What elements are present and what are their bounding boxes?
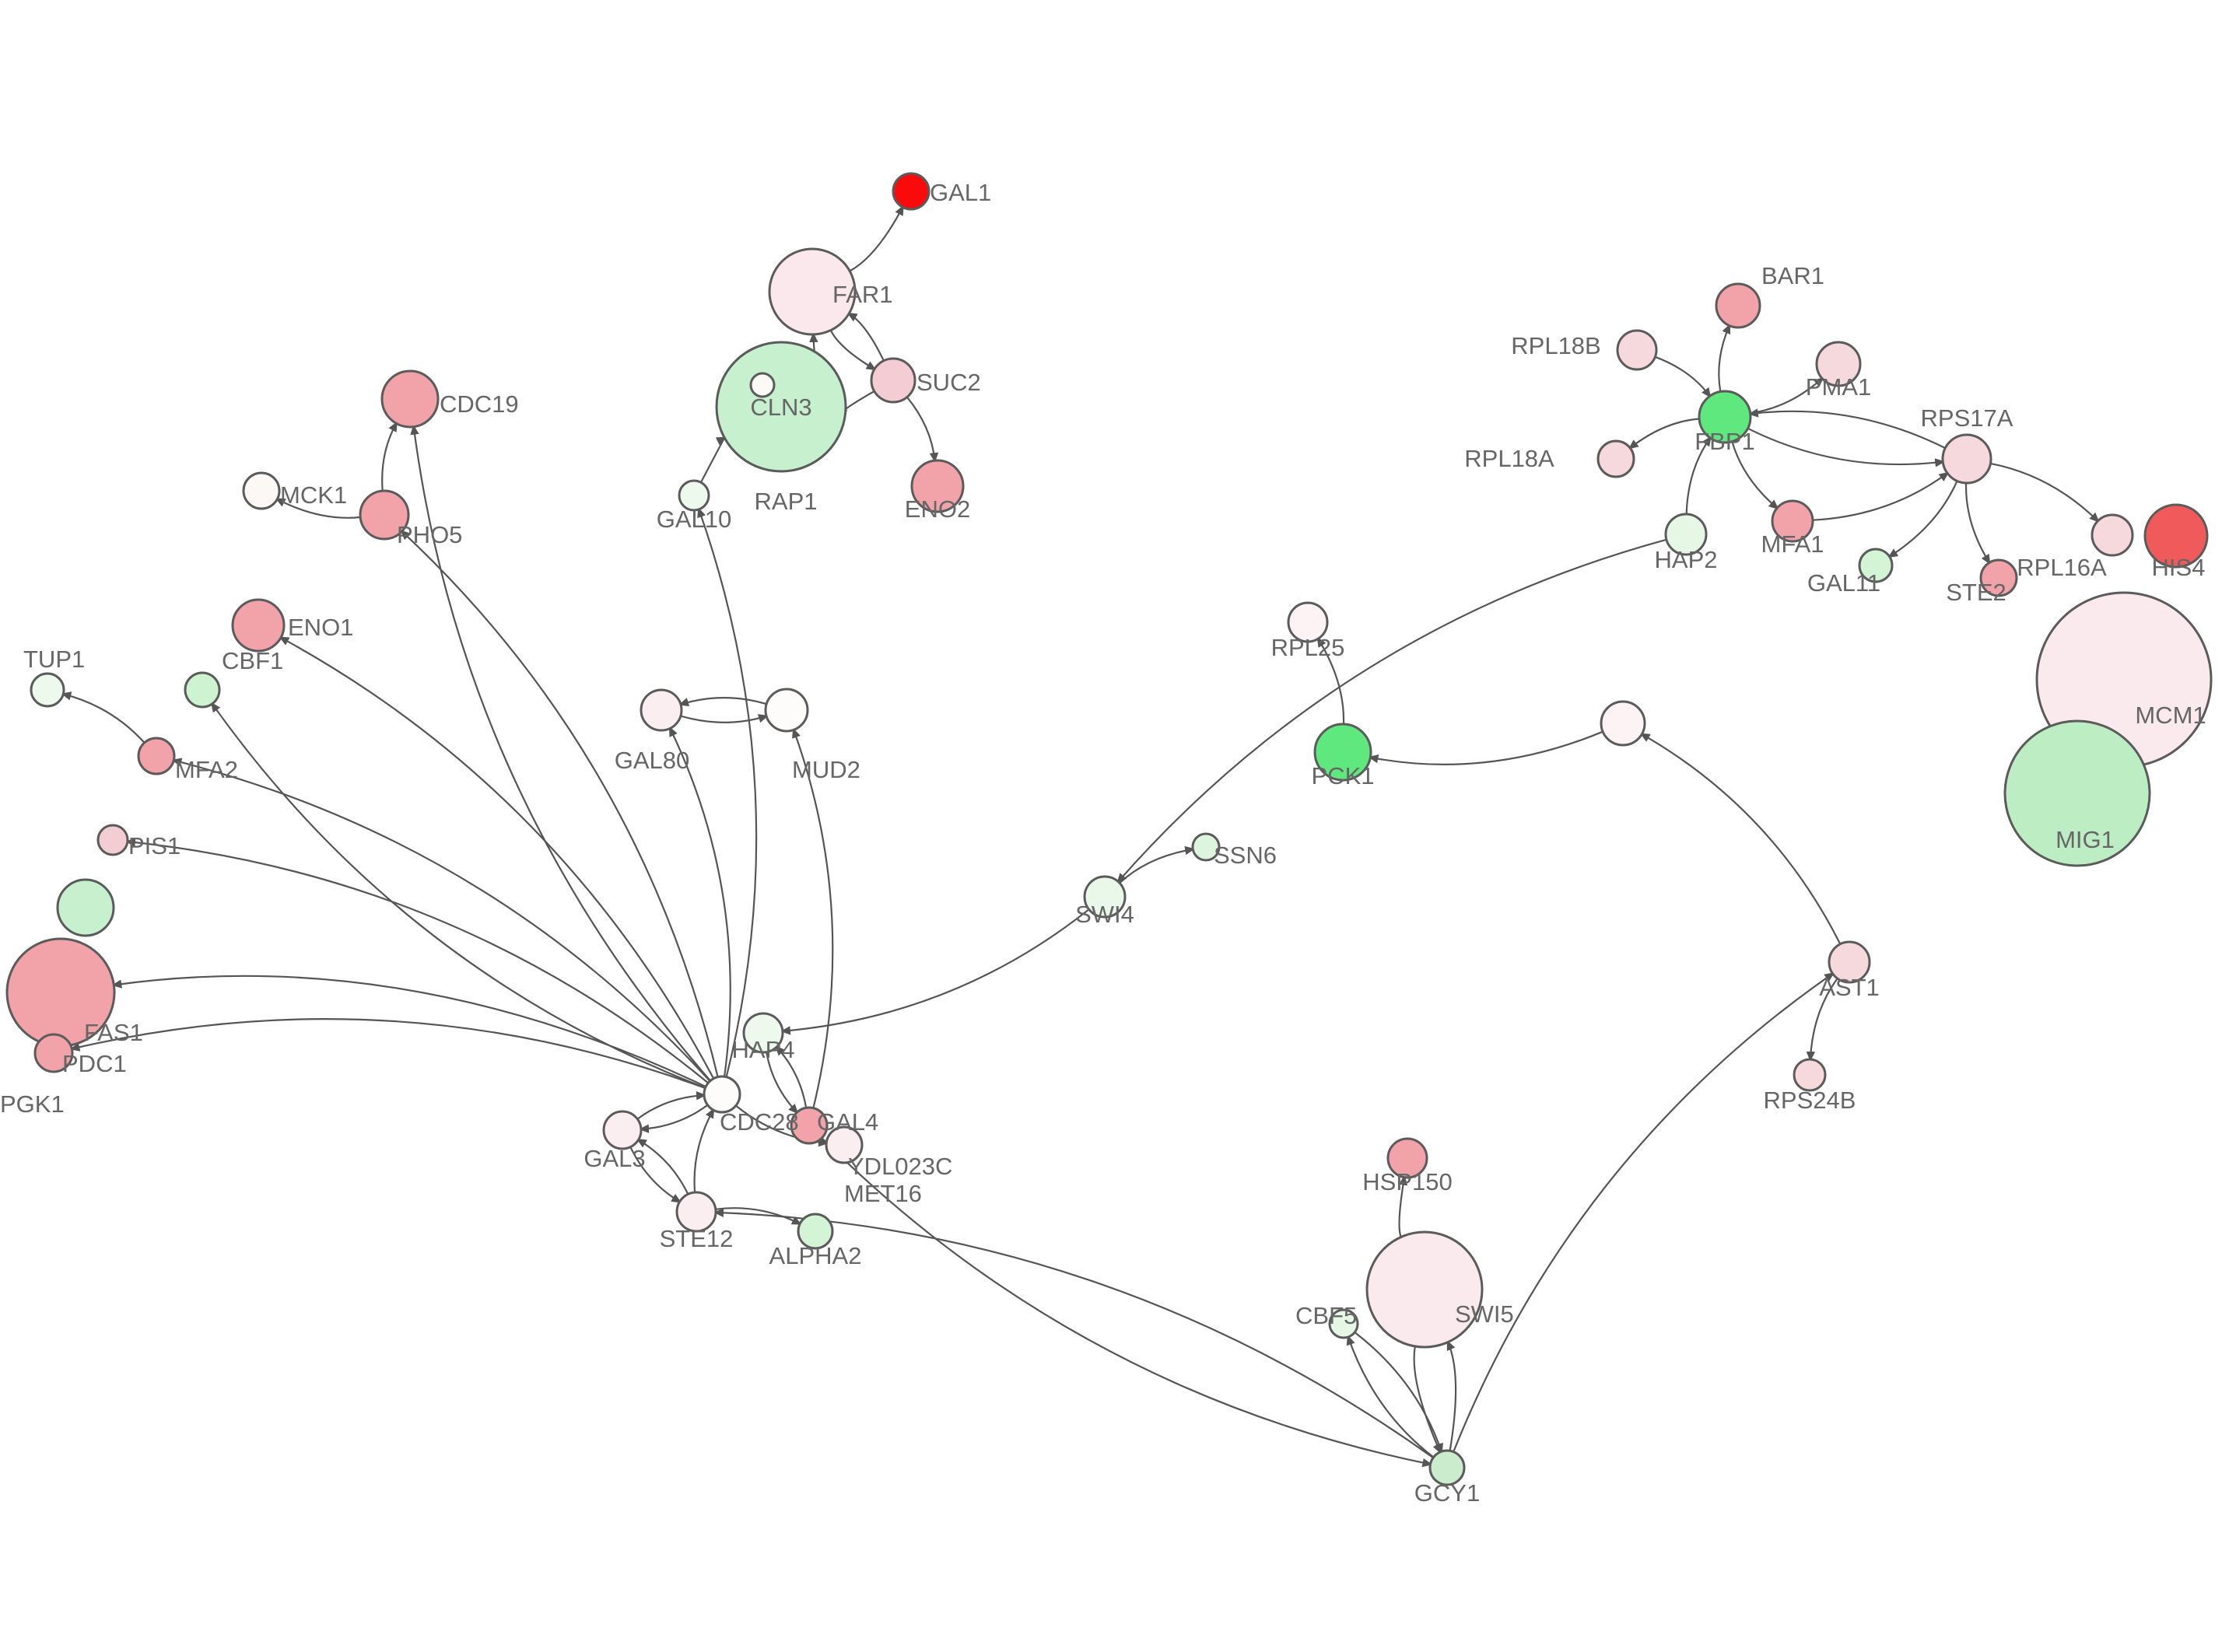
svg-text:GAL11: GAL11 xyxy=(1807,569,1880,597)
svg-text:GAL10: GAL10 xyxy=(657,506,732,533)
svg-text:MIG1: MIG1 xyxy=(2056,826,2115,853)
svg-text:RAP1: RAP1 xyxy=(755,488,818,515)
svg-text:SWI4: SWI4 xyxy=(1075,901,1134,928)
svg-text:HAP4: HAP4 xyxy=(732,1036,795,1063)
svg-text:RPS17A: RPS17A xyxy=(1921,404,2013,432)
svg-text:FAR1: FAR1 xyxy=(832,281,893,308)
svg-text:AST1: AST1 xyxy=(1819,974,1880,1001)
svg-text:ALPHA2: ALPHA2 xyxy=(769,1242,862,1269)
svg-text:GAL1: GAL1 xyxy=(930,179,991,206)
svg-text:CDC19: CDC19 xyxy=(440,390,519,418)
svg-text:BAR1: BAR1 xyxy=(1761,262,1824,289)
svg-text:RPL18A: RPL18A xyxy=(1464,445,1554,472)
svg-text:RPL18B: RPL18B xyxy=(1511,332,1600,359)
svg-text:RPL25: RPL25 xyxy=(1271,634,1345,661)
svg-text:HIS4: HIS4 xyxy=(2152,554,2206,581)
svg-text:CBF5: CBF5 xyxy=(1295,1302,1357,1329)
svg-text:MCM1: MCM1 xyxy=(2135,702,2206,729)
svg-text:PMA1: PMA1 xyxy=(1806,373,1871,401)
svg-text:GAL80: GAL80 xyxy=(615,747,690,774)
svg-text:SSN6: SSN6 xyxy=(1214,842,1277,869)
svg-text:MET16: MET16 xyxy=(844,1180,922,1207)
svg-text:PIS1: PIS1 xyxy=(128,832,180,859)
svg-text:PHO5: PHO5 xyxy=(397,521,462,548)
svg-text:PGK1: PGK1 xyxy=(0,1090,65,1118)
svg-text:TUP1: TUP1 xyxy=(23,646,85,673)
svg-text:PCK1: PCK1 xyxy=(1312,762,1375,789)
svg-text:MFA2: MFA2 xyxy=(175,756,238,783)
svg-text:FBP1: FBP1 xyxy=(1695,428,1755,455)
svg-text:CBF1: CBF1 xyxy=(222,647,283,674)
svg-text:GAL3: GAL3 xyxy=(584,1145,645,1172)
svg-text:HSP150: HSP150 xyxy=(1362,1168,1452,1195)
svg-text:PDC1: PDC1 xyxy=(62,1050,127,1077)
svg-text:FAS1: FAS1 xyxy=(84,1019,143,1046)
svg-text:YDL023C: YDL023C xyxy=(848,1153,952,1180)
svg-text:GCY1: GCY1 xyxy=(1414,1479,1480,1507)
svg-text:MCK1: MCK1 xyxy=(280,481,347,509)
svg-text:RPL16A: RPL16A xyxy=(2017,554,2107,581)
svg-text:STE2: STE2 xyxy=(1946,579,2006,606)
svg-text:GAL4: GAL4 xyxy=(817,1108,878,1136)
svg-text:SWI5: SWI5 xyxy=(1455,1300,1514,1328)
svg-text:STE12: STE12 xyxy=(660,1225,734,1252)
svg-text:MUD2: MUD2 xyxy=(792,756,860,783)
svg-text:CDC28: CDC28 xyxy=(720,1108,799,1136)
svg-text:RPS24B: RPS24B xyxy=(1764,1087,1856,1114)
svg-text:ENO1: ENO1 xyxy=(288,614,353,641)
svg-text:ENO2: ENO2 xyxy=(905,495,970,523)
svg-text:CLN3: CLN3 xyxy=(750,394,811,421)
svg-text:SUC2: SUC2 xyxy=(916,369,981,396)
svg-text:HAP2: HAP2 xyxy=(1655,546,1718,573)
svg-text:MFA1: MFA1 xyxy=(1761,530,1824,558)
